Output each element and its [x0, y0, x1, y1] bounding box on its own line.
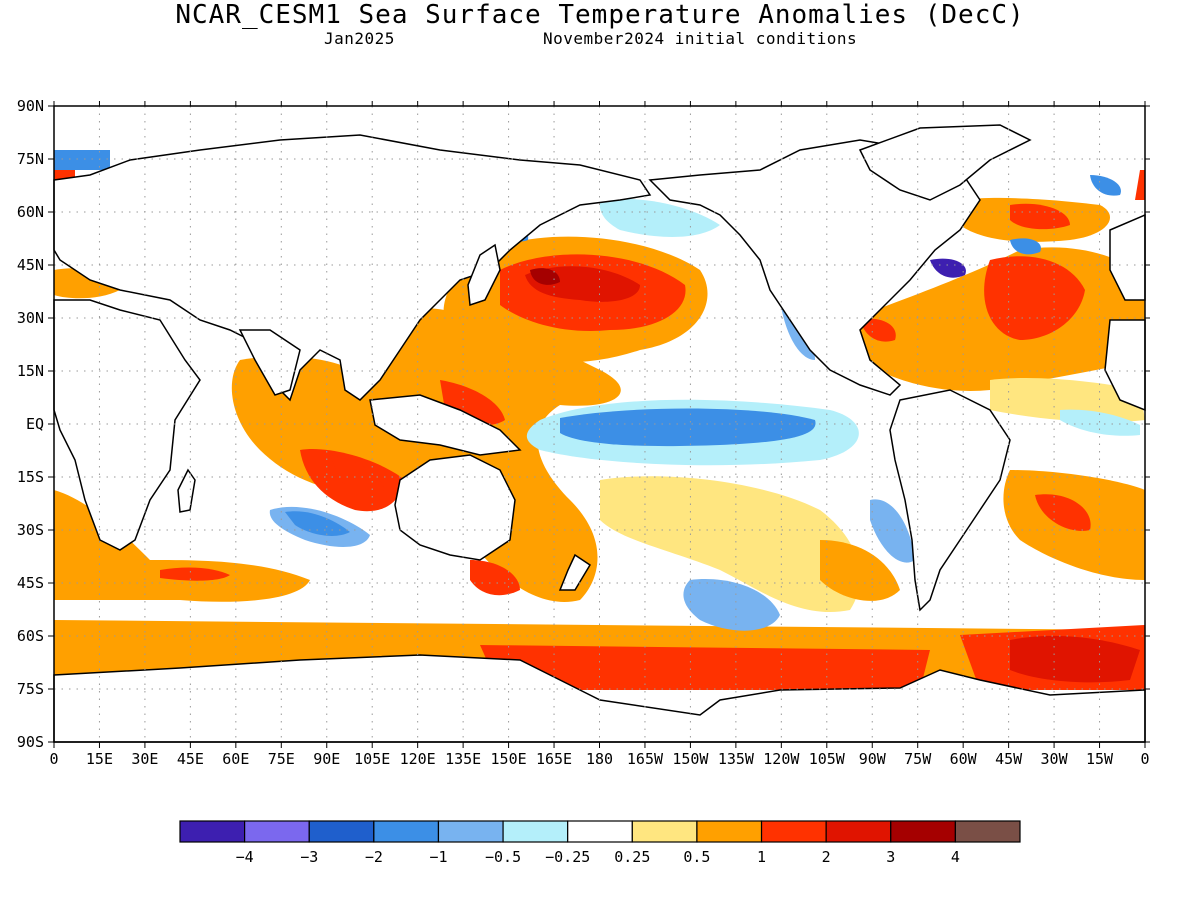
- colorbar-tick-label: 1: [757, 848, 766, 866]
- colorbar-swatch: [760, 820, 827, 843]
- latitude-tick-label: 30S: [17, 521, 44, 539]
- latitude-tick-label: 60S: [17, 627, 44, 645]
- longitude-tick-label: 105E: [354, 750, 390, 768]
- colorbar-swatch: [825, 820, 892, 843]
- colorbar-tick-label: −2: [365, 848, 383, 866]
- colorbar-swatch: [373, 820, 440, 843]
- colorbar-swatch: [244, 820, 310, 843]
- longitude-tick-label: 15E: [86, 750, 113, 768]
- colorbar-swatch: [696, 820, 763, 843]
- longitude-tick-label: 45W: [995, 750, 1023, 768]
- longitude-tick-label: 60E: [222, 750, 249, 768]
- south-america-landmass: [889, 389, 1011, 612]
- longitude-tick-label: 75W: [904, 750, 932, 768]
- colorbar-swatch: [437, 820, 504, 843]
- longitude-tick-label: 90W: [859, 750, 887, 768]
- colorbar-swatch: [631, 820, 698, 843]
- colorbar-swatch: [890, 820, 956, 843]
- new-zealand-landmass: [558, 553, 592, 591]
- initial-conditions-label: November2024 initial conditions: [543, 29, 858, 48]
- colorbar-swatch: [567, 820, 633, 843]
- colorbar-tick-label: 2: [822, 848, 831, 866]
- colorbar-swatch: [502, 820, 569, 843]
- longitude-tick-label: 105W: [809, 750, 846, 768]
- longitude-tick-label: 135E: [445, 750, 481, 768]
- colorbar-tick-label: −3: [300, 848, 318, 866]
- longitude-tick-label: 0: [49, 750, 58, 768]
- latitude-tick-label: 45S: [17, 574, 44, 592]
- colorbar-legend: −4 −3 −2 −1 −0.5 −0.25 0.25 0.5 1 2 3 4: [179, 820, 1021, 866]
- latitude-tick-label: EQ: [26, 415, 44, 433]
- longitude-tick-label: 90E: [313, 750, 340, 768]
- longitude-tick-label: 30W: [1041, 750, 1069, 768]
- longitude-tick-label: 165W: [627, 750, 664, 768]
- map-title: NCAR_CESM1 Sea Surface Temperature Anoma…: [175, 0, 1025, 30]
- colorbar-tick-label: 0.5: [683, 848, 710, 866]
- latitude-axis: 90N 75N 60N 45N 30N 15N EQ 15S 30S 45S 60S 75S 90S: [17, 97, 1150, 751]
- colorbar-tick-label: −0.5: [485, 848, 521, 866]
- latitude-tick-label: 90S: [17, 733, 44, 751]
- longitude-tick-label: 150E: [491, 750, 527, 768]
- colorbar-swatch: [954, 820, 1021, 843]
- longitude-tick-label: 135W: [718, 750, 755, 768]
- colorbar-tick-label: 3: [886, 848, 895, 866]
- longitude-tick-label: 15W: [1086, 750, 1114, 768]
- madagascar-landmass: [177, 468, 196, 513]
- indonesia-landmass: [369, 394, 522, 456]
- valid-month-label: Jan2025: [324, 29, 395, 48]
- europe-east-landmass: [1109, 213, 1146, 301]
- colorbar-tick-label: −0.25: [545, 848, 590, 866]
- longitude-tick-label: 75E: [268, 750, 295, 768]
- africa-landmass: [53, 299, 201, 551]
- longitude-axis: 0 15E 30E 45E 60E 75E 90E 105E 120E 135E 150E 165E 1…: [49, 101, 1150, 768]
- graticule: [54, 106, 1145, 742]
- latitude-tick-label: 90N: [17, 97, 44, 115]
- colorbar-swatch: [308, 820, 375, 843]
- longitude-tick-label: 120W: [763, 750, 800, 768]
- longitude-tick-label: 120E: [400, 750, 436, 768]
- japan-landmass: [467, 243, 501, 307]
- africa-east-landmass: [1104, 319, 1146, 412]
- colorbar-tick-label: 0.25: [614, 848, 650, 866]
- longitude-tick-label: 165E: [536, 750, 572, 768]
- colorbar-tick-label: −1: [429, 848, 447, 866]
- colorbar-tick-label: −4: [236, 848, 254, 866]
- longitude-tick-label: 150W: [672, 750, 709, 768]
- latitude-tick-label: 45N: [17, 256, 44, 274]
- longitude-tick-label: 45E: [177, 750, 204, 768]
- longitude-tick-label: 60W: [950, 750, 978, 768]
- australia-landmass: [394, 454, 516, 561]
- colorbar-swatch: [179, 820, 246, 843]
- latitude-tick-label: 15N: [17, 362, 44, 380]
- latitude-tick-label: 75S: [17, 680, 44, 698]
- colorbar-tick-label: 4: [951, 848, 960, 866]
- latitude-tick-label: 60N: [17, 203, 44, 221]
- greenland-landmass: [858, 124, 1032, 201]
- longitude-tick-label: 180: [586, 750, 613, 768]
- india-landmass: [238, 329, 301, 396]
- latitude-tick-label: 15S: [17, 468, 44, 486]
- eurasia-landmass: [53, 134, 652, 402]
- latitude-tick-label: 30N: [17, 309, 44, 327]
- longitude-tick-label: 30E: [131, 750, 158, 768]
- longitude-tick-label: 0: [1140, 750, 1149, 768]
- latitude-tick-label: 75N: [17, 150, 44, 168]
